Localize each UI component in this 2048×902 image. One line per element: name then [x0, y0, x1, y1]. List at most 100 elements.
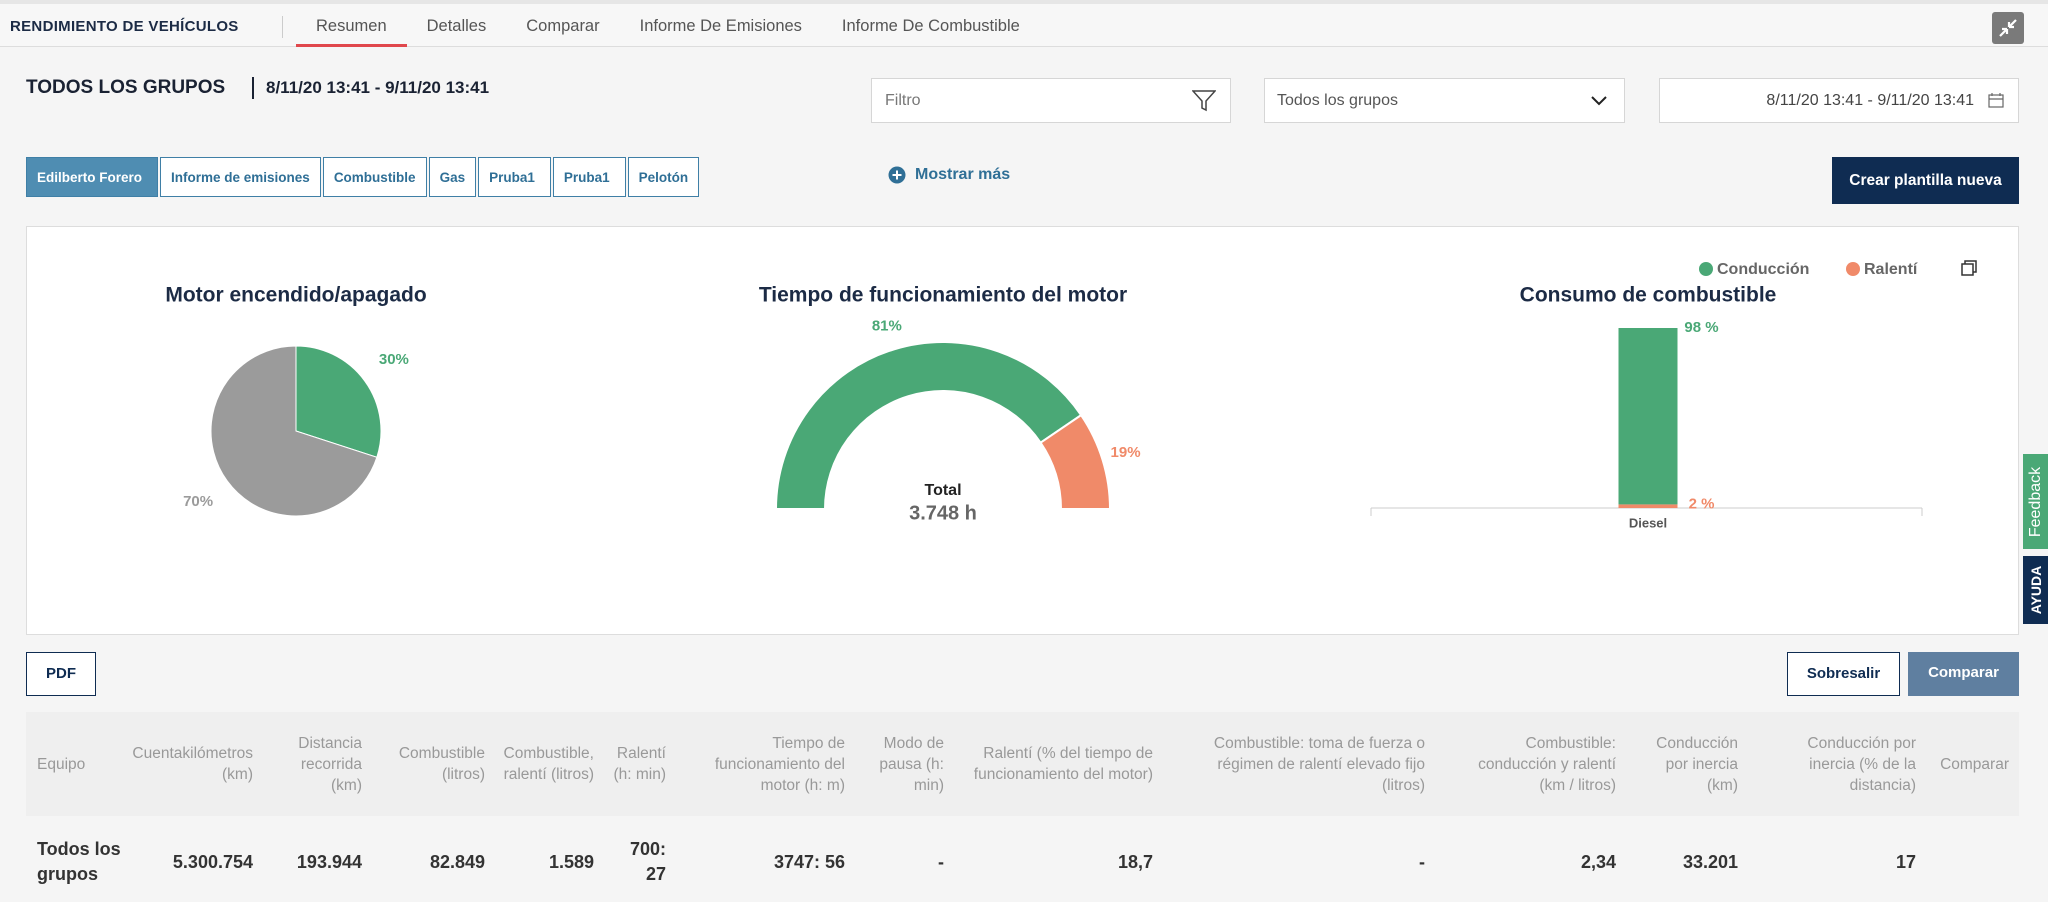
gauge-total-value: 3.748 h	[909, 502, 977, 524]
chevron-icon	[1591, 96, 1607, 106]
template-label: Gas	[439, 169, 466, 185]
nav-tab[interactable]: Detalles	[426, 17, 487, 35]
column-header: Combustible, ralentí (litros)	[503, 745, 594, 783]
nav-tab[interactable]: Resumen	[296, 4, 407, 47]
create-template-button[interactable]: Crear plantilla nueva	[1832, 157, 2019, 204]
template-label: Combustible	[333, 169, 416, 185]
gauge-segment	[774, 341, 1083, 510]
template-tabs: Edilberto Forero Informe de emisiones Comb…	[26, 157, 701, 197]
legend-label: Ralentí	[1864, 261, 1918, 278]
column-header: Cuentakilómetros (km)	[132, 745, 253, 783]
table-cell: 193.944	[296, 851, 362, 872]
collapse-icon	[1999, 19, 2017, 37]
group-select[interactable]: Todos los grupos	[1264, 78, 1625, 123]
separator	[282, 16, 283, 38]
table-cell: 5.300.754	[172, 851, 253, 872]
pie-label: 30%	[379, 351, 409, 368]
chart-title: Tiempo de funcionamiento del motor	[759, 284, 1127, 307]
gauge-total-label: Total	[924, 482, 961, 499]
copy-icon[interactable]	[1961, 260, 1977, 276]
date-range: 8/11/20 13:41 - 9/11/20 13:41	[252, 77, 489, 99]
table-cell: 33.201	[1682, 851, 1738, 872]
feedback-tab[interactable]: Feedback	[2023, 454, 2048, 549]
column-header: Ralentí (% del tiempo de funcionamiento …	[973, 745, 1153, 783]
legend-marker	[1699, 262, 1713, 276]
help-label: AYUDA	[2027, 565, 2044, 615]
template-tab[interactable]: Pruba1	[478, 157, 551, 197]
table-cell: 700: 27	[629, 839, 666, 884]
feedback-label: Feedback	[2026, 466, 2044, 537]
bar-label: 98 %	[1684, 319, 1718, 336]
column-header: Modo de pausa (h: min)	[879, 734, 944, 794]
column-header: Tiempo de funcionamiento del motor (h: m…	[714, 734, 845, 794]
column-header: Distancia recorrida (km)	[298, 734, 362, 794]
filter-input[interactable]: Filtro	[871, 78, 1231, 123]
bar-segment	[1618, 328, 1678, 505]
column-header: Comparar	[1940, 755, 2009, 773]
compare-button[interactable]: Comparar	[1908, 652, 2019, 696]
bar-segment	[1618, 504, 1678, 508]
help-tab[interactable]: AYUDA	[2023, 556, 2048, 624]
app-title: RENDIMIENTO DE VEHÍCULOS	[10, 18, 239, 35]
show-more[interactable]: Mostrar más	[888, 166, 1010, 184]
column-header: Conducción por inercia (% de la distanci…	[1807, 734, 1916, 794]
calendar-icon	[1988, 93, 2004, 108]
template-tab[interactable]: Combustible	[322, 157, 427, 197]
gauge-label: 81%	[872, 317, 902, 334]
chart-title: Consumo de combustible	[1520, 284, 1777, 307]
top-bar: RENDIMIENTO DE VEHÍCULOS Resumen Detalles…	[0, 0, 2048, 47]
template-tab[interactable]: Gas	[428, 157, 477, 197]
table-cell: 3747: 56	[773, 851, 845, 872]
plus-icon	[888, 166, 906, 184]
template-label: Informe de emisiones	[171, 169, 310, 185]
pie-label: 70%	[183, 493, 213, 510]
column-header: Combustible: conducción y ralentí (km / …	[1478, 734, 1616, 794]
date-picker-value: 8/11/20 13:41 - 9/11/20 13:41	[1766, 92, 1974, 109]
table-cell: 1.589	[548, 851, 594, 872]
nav-tab[interactable]: Informe De Emisiones	[639, 17, 802, 35]
show-more-label: Mostrar más	[915, 166, 1011, 183]
pie-slice	[210, 345, 378, 517]
template-label: Pruba1	[563, 169, 610, 185]
column-header: Combustible (litros)	[398, 745, 485, 783]
nav-tabs: Resumen Detalles Comparar Informe De Emisio…	[296, 4, 1040, 48]
table-cell: Todos los grupos	[37, 839, 121, 884]
bar-label: 2 %	[1689, 495, 1715, 512]
table-cell: 82.849	[429, 851, 485, 872]
template-tab[interactable]: Edilberto Forero	[26, 157, 159, 197]
chart-panel	[26, 226, 2019, 635]
gauge-label: 19%	[1111, 444, 1141, 461]
table-cell: -	[1419, 851, 1425, 872]
x-tick-label: Diesel	[1629, 515, 1667, 530]
pdf-button[interactable]: PDF	[26, 652, 96, 696]
excel-button[interactable]: Sobresalir	[1787, 652, 1900, 696]
filter-icon	[1192, 90, 1216, 112]
template-label: Edilberto Forero	[37, 169, 143, 185]
filter-placeholder: Filtro	[885, 92, 921, 109]
charts: Motor encendido/apagado 30% 70% Tiempo de f…	[165, 260, 1977, 530]
table-header	[26, 712, 2019, 816]
column-header: Conducción por inercia (km)	[1656, 734, 1738, 794]
table-cell: 18,7	[1117, 851, 1153, 872]
table-cell: 17	[1895, 851, 1916, 872]
legend-label: Conducción	[1717, 261, 1809, 278]
legend-marker	[1846, 262, 1860, 276]
pie-slice	[295, 345, 382, 458]
template-tab[interactable]: Pelotón	[627, 157, 700, 197]
column-header: Equipo	[37, 755, 86, 773]
template-label: Pruba1	[489, 169, 535, 185]
column-header: Ralentí (h: min)	[613, 745, 666, 783]
nav-tab[interactable]: Comparar	[526, 17, 600, 35]
template-tab[interactable]: Informe de emisiones	[160, 157, 321, 197]
template-label: Pelotón	[638, 169, 689, 185]
date-picker[interactable]: 8/11/20 13:41 - 9/11/20 13:41	[1659, 78, 2019, 123]
table-cell	[1939, 822, 2009, 902]
template-tab[interactable]: Pruba1	[552, 157, 626, 197]
nav-tab[interactable]: Informe De Combustible	[841, 17, 1020, 35]
table-cell: 2,34	[1580, 851, 1616, 872]
group-select-value: Todos los grupos	[1277, 92, 1398, 109]
gauge-segment	[1039, 413, 1112, 510]
collapse-button[interactable]	[1992, 12, 2024, 44]
column-header: Combustible: toma de fuerza o régimen de…	[1213, 734, 1425, 794]
